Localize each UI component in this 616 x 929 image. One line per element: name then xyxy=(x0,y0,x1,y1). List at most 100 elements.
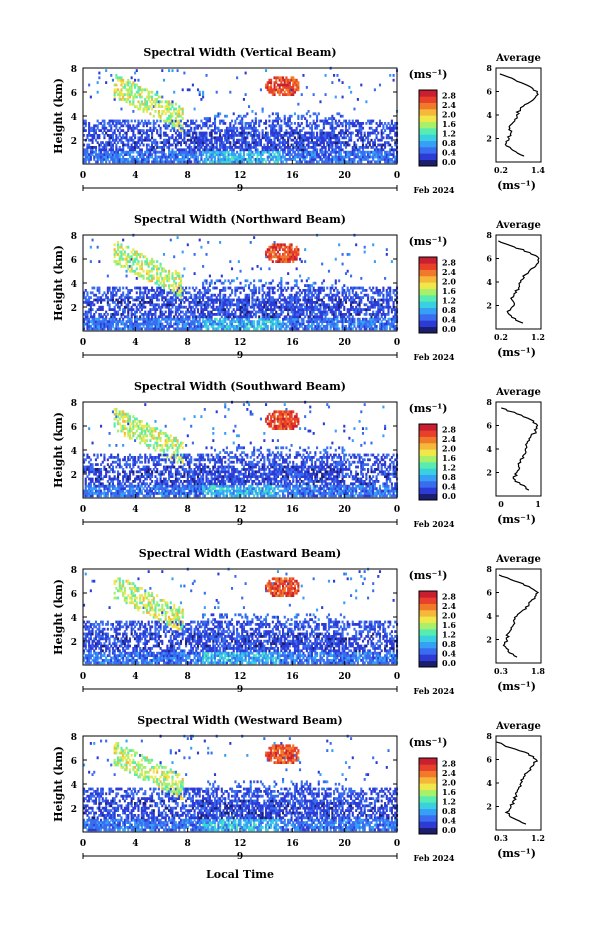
heatmap-cell xyxy=(333,134,336,137)
heatmap-cell xyxy=(134,71,137,75)
heatmap-cell xyxy=(203,160,206,164)
heatmap-cell xyxy=(142,301,145,304)
heatmap-cell xyxy=(273,141,276,144)
heatmap-cell xyxy=(88,303,91,307)
heatmap-cell xyxy=(98,308,101,311)
heatmap-cell xyxy=(264,281,268,285)
heatmap-cell xyxy=(151,274,154,278)
heatmap-cell xyxy=(224,293,227,297)
heatmap-cell xyxy=(115,148,118,152)
heatmap-cell xyxy=(188,146,191,149)
heatmap-cell xyxy=(130,310,133,314)
heatmap-cell xyxy=(297,160,300,164)
heatmap-cell xyxy=(130,255,133,259)
heatmap-cell xyxy=(321,138,324,142)
heatmap-cell xyxy=(256,153,259,156)
heatmap-cell xyxy=(316,141,319,144)
heatmap-cell xyxy=(299,293,302,297)
heatmap-cell xyxy=(351,119,354,123)
heatmap-cell xyxy=(350,90,353,94)
heatmap-cell xyxy=(213,131,217,135)
heatmap-cell xyxy=(125,257,128,261)
heatmap-cell xyxy=(139,122,142,125)
heatmap-cell xyxy=(154,100,157,104)
heatmap-cell xyxy=(147,322,150,326)
heatmap-cell xyxy=(176,289,179,292)
heatmap-cell xyxy=(137,303,140,307)
heatmap-cell xyxy=(173,277,176,280)
heatmap-cell xyxy=(268,78,271,82)
heatmap-cell xyxy=(181,325,184,328)
heatmap-cell xyxy=(98,155,101,159)
heatmap-cell xyxy=(169,158,172,161)
heatmap-cell xyxy=(93,129,96,132)
heatmap-cell xyxy=(115,88,118,92)
heatmap-cell xyxy=(166,119,169,123)
heatmap-cell xyxy=(283,86,286,89)
heatmap-cell xyxy=(264,150,268,154)
heatmap-cell xyxy=(181,110,184,113)
heatmap-cell xyxy=(149,317,152,321)
heatmap-cell xyxy=(157,305,160,309)
heatmap-cell xyxy=(173,298,176,302)
heatmap-cell xyxy=(246,131,249,135)
heatmap-cell xyxy=(316,155,319,159)
heatmap-cell xyxy=(103,146,106,149)
heatmap-cell xyxy=(327,143,331,147)
heatmap-cell xyxy=(373,150,376,154)
heatmap-cell xyxy=(285,86,288,89)
heatmap-cell xyxy=(100,141,103,144)
heatmap-cell xyxy=(140,150,143,154)
heatmap-cell xyxy=(128,320,132,323)
heatmap-cell xyxy=(278,155,281,159)
heatmap-cell xyxy=(324,150,327,154)
heatmap-cell xyxy=(316,153,319,156)
heatmap-cell xyxy=(253,124,256,128)
heatmap-cell xyxy=(157,315,160,319)
heatmap-cell xyxy=(188,303,191,307)
heatmap-cell xyxy=(312,146,315,149)
heatmap-cell xyxy=(249,150,252,154)
heatmap-cell xyxy=(162,286,166,290)
heatmap-cell xyxy=(89,155,92,159)
heatmap-cell xyxy=(140,322,143,326)
month-label: Feb 2024 xyxy=(414,185,455,195)
heatmap-cell xyxy=(127,129,130,132)
heatmap-cell xyxy=(321,129,324,132)
heatmap-cell xyxy=(385,160,388,164)
heatmap-cell xyxy=(310,291,314,295)
heatmap-cell xyxy=(156,298,159,302)
heatmap-cell xyxy=(242,320,245,323)
heatmap-cell xyxy=(234,313,237,316)
heatmap-cell xyxy=(314,158,317,161)
heatmap-cell xyxy=(110,153,113,156)
heatmap-cell xyxy=(128,124,132,128)
heatmap-cell xyxy=(179,315,183,319)
heatmap-cell xyxy=(193,158,196,161)
heatmap-cell xyxy=(212,155,215,159)
heatmap-cell xyxy=(164,315,167,319)
heatmap-cell xyxy=(168,315,171,319)
heatmap-cell xyxy=(370,150,373,154)
heatmap-cell xyxy=(372,153,375,156)
heatmap-cell xyxy=(173,279,176,283)
heatmap-cell xyxy=(220,150,223,154)
heatmap-cell xyxy=(278,83,281,87)
heatmap-cell xyxy=(139,86,142,89)
heatmap-cell xyxy=(280,277,283,280)
heatmap-cell xyxy=(186,150,189,154)
heatmap-cell xyxy=(83,119,86,123)
heatmap-cell xyxy=(234,158,237,161)
heatmap-cell xyxy=(327,131,331,135)
heatmap-cell xyxy=(334,138,337,142)
heatmap-cell xyxy=(213,158,217,161)
heatmap-cell xyxy=(256,160,259,164)
heatmap-cell xyxy=(173,289,176,292)
heatmap-cell xyxy=(321,298,324,302)
heatmap-cell xyxy=(230,134,234,137)
heatmap-cell xyxy=(111,322,115,326)
heatmap-cell xyxy=(207,291,210,295)
heatmap-cell xyxy=(100,153,103,156)
heatmap-cell xyxy=(164,160,167,164)
heatmap-cell xyxy=(195,136,198,140)
